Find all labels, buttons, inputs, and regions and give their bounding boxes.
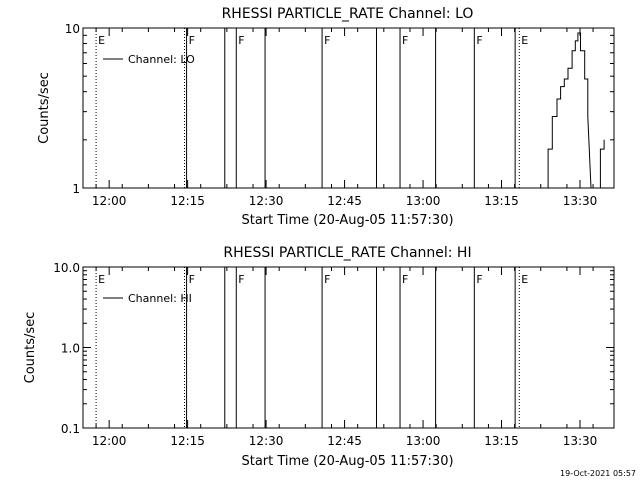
x-tick-label: 13:15: [484, 194, 519, 208]
event-marker-label: F: [324, 273, 330, 286]
x-tick-label: 12:15: [170, 194, 205, 208]
chart-title: RHESSI PARTICLE_RATE Channel: LO: [222, 6, 474, 22]
plot-frame: [82, 27, 615, 189]
x-tick-label: 12:00: [92, 434, 127, 448]
event-marker-label: F: [189, 34, 195, 47]
x-axis-title: Start Time (20-Aug-05 11:57:30): [241, 454, 453, 469]
event-marker-label: F: [402, 34, 408, 47]
event-marker-label: F: [476, 34, 482, 47]
event-marker-label: F: [238, 34, 244, 47]
x-tick-label: 12:45: [327, 194, 362, 208]
y-axis-title: Counts/sec: [23, 312, 38, 384]
event-marker-label: F: [189, 273, 195, 286]
event-marker-label: F: [402, 273, 408, 286]
x-tick-label: 13:30: [563, 434, 598, 448]
y-axis-title: Counts/sec: [37, 72, 52, 144]
footer-timestamp: 19-Oct-2021 05:57: [560, 469, 636, 478]
x-tick-label: 13:15: [484, 434, 519, 448]
chart-title: RHESSI PARTICLE_RATE Channel: HI: [223, 245, 471, 261]
x-tick-label: 12:00: [92, 194, 127, 208]
series-line: [599, 139, 605, 188]
event-marker-label: F: [238, 273, 244, 286]
panel-lo-channel: RHESSI PARTICLE_RATE Channel: LO 12:00 12:…: [37, 6, 615, 228]
x-tick-label: 13:00: [406, 194, 441, 208]
y-tick-label: 1: [72, 182, 80, 196]
x-axis-title: Start Time (20-Aug-05 11:57:30): [241, 213, 453, 228]
event-marker-label: F: [324, 34, 330, 47]
y-tick-label: 10.0: [53, 261, 80, 275]
y-tick-label: 10: [65, 22, 80, 36]
event-marker-label: E: [98, 273, 105, 286]
legend-label: Channel: LO: [128, 53, 195, 66]
x-tick-label: 12:30: [249, 434, 284, 448]
event-marker-label: E: [98, 34, 105, 47]
legend-label: Channel: HI: [128, 292, 192, 305]
panel-hi-channel: RHESSI PARTICLE_RATE Channel: HI 12:00 12:…: [23, 245, 615, 469]
event-marker-label: E: [521, 273, 528, 286]
series-line: [543, 32, 592, 189]
x-tick-label: 13:00: [406, 434, 441, 448]
x-tick-label: 12:15: [170, 434, 205, 448]
x-tick-label: 12:45: [327, 434, 362, 448]
y-tick-label: 1.0: [61, 342, 80, 356]
y-tick-label: 0.1: [61, 422, 80, 436]
event-marker-label: E: [521, 34, 528, 47]
x-tick-label: 13:30: [563, 194, 598, 208]
x-tick-label: 12:30: [249, 194, 284, 208]
event-marker-label: F: [476, 273, 482, 286]
